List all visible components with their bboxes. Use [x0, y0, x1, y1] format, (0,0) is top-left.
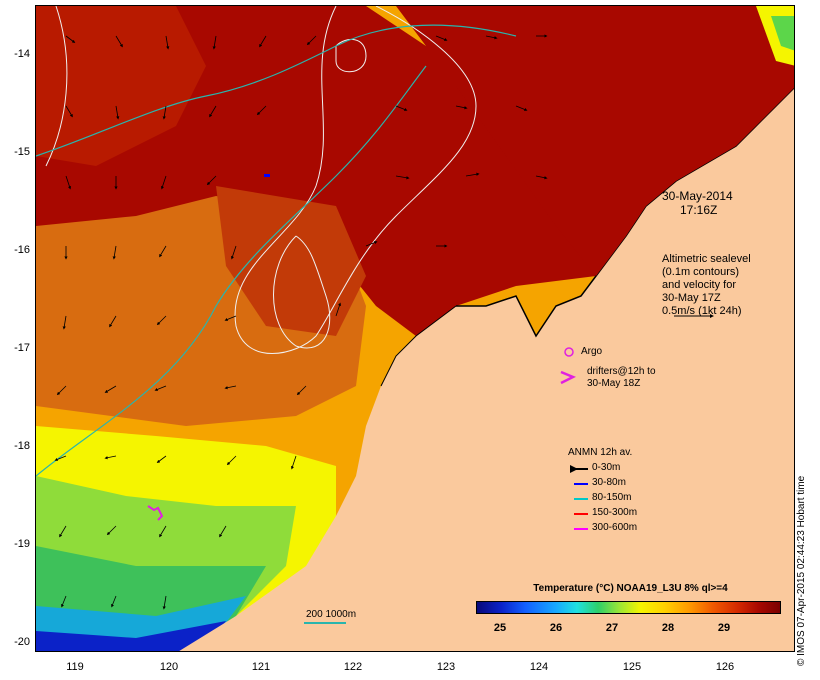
sst-map-graphic — [36, 6, 794, 651]
lat-tick: -17 — [14, 342, 30, 354]
lon-tick: 125 — [622, 661, 642, 673]
altimetry-note-line: (0.1m contours) — [662, 266, 740, 278]
colorbar-tick: 28 — [661, 622, 675, 634]
depth-contour-label: 200 1000m — [306, 609, 357, 620]
credit-text: © IMOS 07-Apr-2015 02:44:23 Hobart time — [796, 475, 807, 666]
depth-contour-1000m — [36, 24, 517, 157]
lon-tick: 124 — [529, 661, 549, 673]
anmn-legend-item: 80-150m — [592, 492, 632, 503]
anmn-legend-item: 300-600m — [592, 522, 638, 533]
lon-tick: 126 — [715, 661, 735, 673]
colorbar-tick: 25 — [493, 622, 507, 634]
legend-arrow-icons — [570, 465, 588, 530]
altimetry-note-line: Altimetric sealevel — [662, 253, 751, 265]
lon-tick: 122 — [343, 661, 363, 673]
velocity-arrows — [54, 34, 548, 610]
lon-tick: 123 — [436, 661, 456, 673]
anmn-legend-item: 0-30m — [592, 462, 621, 473]
colorbar-tick: 29 — [717, 622, 731, 634]
depth-contour-swatch — [304, 622, 346, 624]
altimetry-note-line: 0.5m/s (1kt 24h) — [662, 305, 742, 317]
colorbar-tick: 26 — [549, 622, 563, 634]
lat-tick: -15 — [14, 146, 30, 158]
land-mass — [179, 88, 794, 651]
lat-tick: -18 — [14, 440, 30, 452]
lon-tick: 119 — [66, 661, 84, 673]
lat-tick: -19 — [14, 538, 30, 550]
lat-tick: -20 — [14, 636, 30, 648]
lon-tick: 121 — [251, 661, 271, 673]
anmn-legend-item: 30-80m — [592, 477, 626, 488]
argo-marker-icon — [564, 347, 574, 357]
depth-contour-200m — [36, 65, 427, 477]
drifter-marker-icon — [560, 370, 577, 385]
lon-tick: 120 — [159, 661, 179, 673]
temperature-colorbar — [476, 601, 781, 614]
sea-surface-coldest — [36, 621, 226, 651]
argo-label: Argo — [581, 346, 603, 357]
date-label: 30-May-2014 — [662, 189, 733, 203]
lat-tick: -16 — [14, 244, 30, 256]
time-label: 17:16Z — [680, 203, 718, 217]
altimetry-note-line: and velocity for — [662, 279, 736, 291]
altimetry-note-line: 30-May 17Z — [662, 292, 721, 304]
anmn-legend-item: 150-300m — [592, 507, 638, 518]
anmn-legend-title: ANMN 12h av. — [568, 447, 633, 458]
colorbar-title: Temperature (°C) NOAA19_L3U 8% ql>=4 — [533, 583, 728, 594]
sealevel-contour — [45, 6, 68, 167]
drifters-label-line: drifters@12h to — [587, 366, 656, 377]
drifters-label-line: 30-May 18Z — [587, 378, 641, 389]
colorbar-tick: 27 — [605, 622, 619, 634]
drifter-track — [147, 505, 164, 521]
sst-map — [35, 5, 795, 652]
lat-tick: -14 — [14, 48, 30, 60]
